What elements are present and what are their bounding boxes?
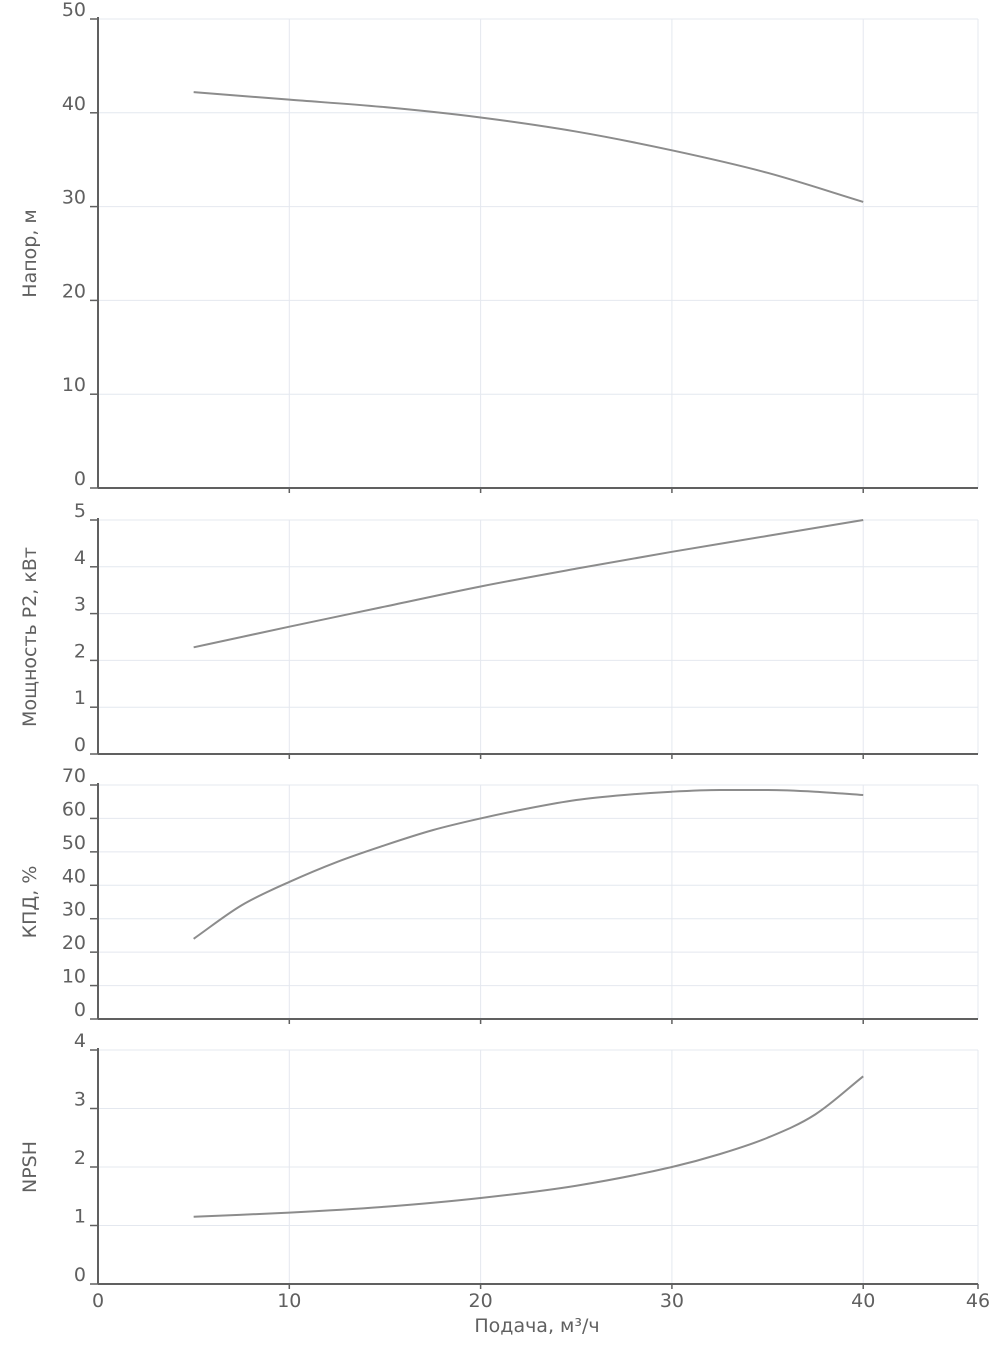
xtick-label: 0: [92, 1290, 104, 1312]
head-ytick-label: 0: [74, 468, 86, 490]
npsh-ytick-label: 4: [74, 1030, 86, 1052]
head-grid: [98, 18, 979, 488]
power-ytick-label: 1: [74, 687, 86, 709]
npsh-ytick-label: 3: [74, 1089, 86, 1111]
power-curve: [193, 519, 864, 649]
power-grid: [98, 519, 979, 754]
power-ytick-label: 5: [74, 500, 86, 522]
power-ytick-label: 2: [74, 640, 86, 662]
head-ytick-label: 20: [62, 280, 86, 302]
power-ytick-label: 0: [74, 734, 86, 756]
npsh-ytick-label: 0: [74, 1264, 86, 1286]
panel-npsh: 0 1 2 3 4 NPSH: [19, 1030, 979, 1289]
efficiency-ylabel: КПД, %: [19, 866, 41, 939]
head-curve: [193, 91, 864, 203]
head-ytick-label: 50: [62, 0, 86, 21]
efficiency-ytick-label: 30: [62, 899, 86, 921]
xtick-label: 30: [660, 1290, 684, 1312]
efficiency-ytick-label: 70: [62, 765, 86, 787]
xtick-label: 20: [469, 1290, 493, 1312]
panel-head: 0 10 20 30 40 50 Напор, м: [19, 0, 979, 493]
npsh-ytick-label: 1: [74, 1206, 86, 1228]
efficiency-ytick-label: 0: [74, 999, 86, 1021]
efficiency-ytick-label: 50: [62, 832, 86, 854]
power-ylabel: Мощность P2, кВт: [19, 547, 41, 727]
head-ytick-label: 10: [62, 374, 86, 396]
npsh-ytick-label: 2: [74, 1147, 86, 1169]
power-ytick-label: 4: [74, 547, 86, 569]
efficiency-grid: [98, 784, 979, 1019]
efficiency-curve: [193, 789, 864, 940]
efficiency-ytick-label: 20: [62, 932, 86, 954]
xtick-label: 46: [966, 1290, 990, 1312]
npsh-ylabel: NPSH: [19, 1141, 41, 1193]
efficiency-ytick-label: 60: [62, 798, 86, 820]
power-ytick-label: 3: [74, 594, 86, 616]
efficiency-ytick-label: 10: [62, 966, 86, 988]
efficiency-ytick-label: 40: [62, 865, 86, 887]
panel-power: 0 1 2 3 4 5 Мощность P2, кВт: [19, 500, 979, 759]
npsh-curve: [193, 1075, 864, 1218]
xtick-label: 10: [277, 1290, 301, 1312]
head-ylabel: Напор, м: [19, 209, 41, 297]
head-ytick-label: 40: [62, 93, 86, 115]
x-axis-label: Подача, м³/ч: [474, 1315, 599, 1337]
npsh-grid: [98, 1049, 979, 1284]
head-ytick-label: 30: [62, 187, 86, 209]
x-axis: 0 10 20 30 40 46 Подача, м³/ч: [92, 1284, 990, 1337]
panel-efficiency: 0 10 20 30 40 50 60 70 КПД, %: [19, 765, 979, 1024]
xtick-label: 40: [851, 1290, 875, 1312]
